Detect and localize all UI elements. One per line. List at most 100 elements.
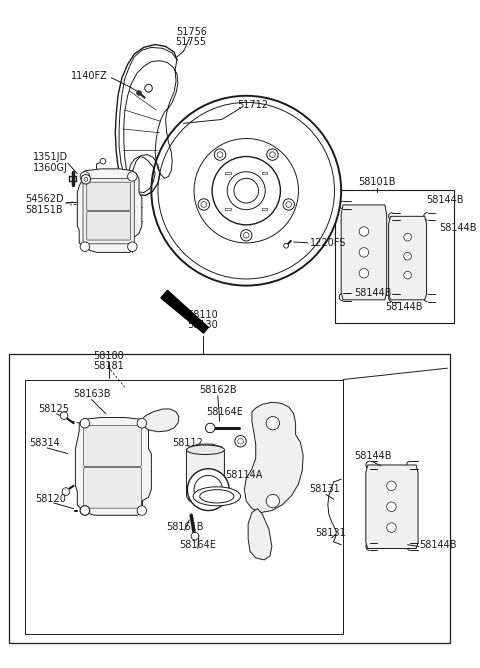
Ellipse shape — [186, 445, 225, 454]
Text: 1220FS: 1220FS — [310, 238, 346, 248]
Polygon shape — [75, 418, 151, 515]
Text: 58112: 58112 — [172, 438, 203, 448]
Circle shape — [404, 271, 411, 279]
Circle shape — [60, 412, 68, 420]
Circle shape — [266, 494, 279, 508]
Text: 54562D: 54562D — [25, 194, 63, 204]
Text: 58110: 58110 — [187, 310, 218, 320]
Polygon shape — [186, 444, 225, 503]
Text: 58144B: 58144B — [427, 195, 464, 205]
Circle shape — [191, 532, 199, 540]
Text: 58125: 58125 — [38, 404, 69, 414]
Circle shape — [194, 476, 223, 504]
Circle shape — [144, 84, 152, 92]
Text: 58101B: 58101B — [359, 177, 396, 187]
Text: 58131: 58131 — [309, 484, 339, 494]
Circle shape — [80, 506, 90, 515]
Polygon shape — [248, 508, 272, 560]
Text: 58164E: 58164E — [206, 407, 243, 417]
Text: 58120: 58120 — [36, 494, 66, 504]
Circle shape — [359, 226, 369, 236]
Circle shape — [227, 172, 265, 210]
Polygon shape — [77, 169, 142, 253]
Text: 58144B: 58144B — [439, 222, 477, 232]
Text: 58164E: 58164E — [180, 540, 216, 550]
Text: 58131: 58131 — [315, 528, 346, 538]
Text: 51712: 51712 — [237, 100, 268, 110]
Circle shape — [225, 494, 234, 504]
Circle shape — [128, 242, 137, 251]
Text: 58144B: 58144B — [355, 288, 392, 298]
Circle shape — [128, 172, 137, 181]
Polygon shape — [161, 291, 208, 333]
Circle shape — [266, 417, 279, 430]
Circle shape — [198, 199, 209, 210]
Text: 58161B: 58161B — [166, 522, 204, 532]
Circle shape — [243, 232, 249, 238]
Circle shape — [235, 436, 246, 447]
Text: 51756: 51756 — [176, 27, 207, 37]
Circle shape — [187, 469, 229, 510]
Circle shape — [84, 178, 88, 181]
Text: 58181: 58181 — [93, 361, 124, 371]
Circle shape — [387, 502, 396, 512]
Text: 58144B: 58144B — [355, 452, 392, 462]
Polygon shape — [341, 205, 387, 300]
Circle shape — [212, 156, 280, 225]
Polygon shape — [389, 216, 427, 300]
Text: 1351JD: 1351JD — [33, 152, 68, 162]
Text: 51755: 51755 — [176, 37, 207, 47]
Circle shape — [240, 230, 252, 241]
Circle shape — [404, 233, 411, 241]
Circle shape — [80, 242, 90, 251]
Circle shape — [404, 253, 411, 260]
FancyBboxPatch shape — [83, 178, 134, 244]
Polygon shape — [366, 465, 418, 548]
Circle shape — [215, 149, 226, 160]
Ellipse shape — [193, 487, 240, 506]
Text: 58151B: 58151B — [25, 204, 63, 214]
Circle shape — [100, 158, 106, 164]
Text: 58113: 58113 — [185, 458, 216, 468]
Circle shape — [387, 523, 396, 532]
FancyBboxPatch shape — [87, 182, 131, 210]
Text: 58163B: 58163B — [73, 389, 110, 399]
Text: 58180: 58180 — [93, 351, 124, 361]
Circle shape — [286, 202, 291, 207]
Circle shape — [201, 202, 207, 207]
Text: 1140FZ: 1140FZ — [71, 71, 108, 81]
Text: 58314: 58314 — [29, 438, 60, 448]
Circle shape — [137, 91, 142, 96]
Bar — [25, 379, 343, 634]
Circle shape — [80, 172, 90, 181]
Circle shape — [227, 497, 231, 502]
Circle shape — [238, 438, 243, 444]
Polygon shape — [142, 409, 179, 432]
FancyBboxPatch shape — [84, 468, 142, 508]
Circle shape — [267, 149, 278, 160]
Circle shape — [217, 152, 223, 158]
Text: 1360GJ: 1360GJ — [33, 163, 68, 173]
Circle shape — [270, 152, 276, 158]
Text: 58144B: 58144B — [385, 303, 422, 313]
Circle shape — [151, 96, 341, 286]
Bar — [9, 354, 450, 643]
Circle shape — [359, 248, 369, 257]
Circle shape — [137, 506, 146, 515]
Circle shape — [359, 269, 369, 278]
Circle shape — [80, 418, 90, 428]
Circle shape — [284, 243, 288, 248]
Circle shape — [81, 174, 91, 184]
Polygon shape — [244, 402, 303, 512]
Circle shape — [205, 424, 215, 433]
Text: 58114A: 58114A — [226, 470, 263, 480]
Text: 58162B: 58162B — [199, 385, 237, 395]
Bar — [336, 190, 454, 323]
Circle shape — [80, 506, 90, 515]
Text: 58144B: 58144B — [419, 540, 456, 550]
FancyBboxPatch shape — [84, 426, 142, 466]
FancyBboxPatch shape — [87, 212, 131, 240]
Text: 58130: 58130 — [187, 321, 218, 331]
Circle shape — [283, 199, 294, 210]
Circle shape — [62, 488, 70, 496]
